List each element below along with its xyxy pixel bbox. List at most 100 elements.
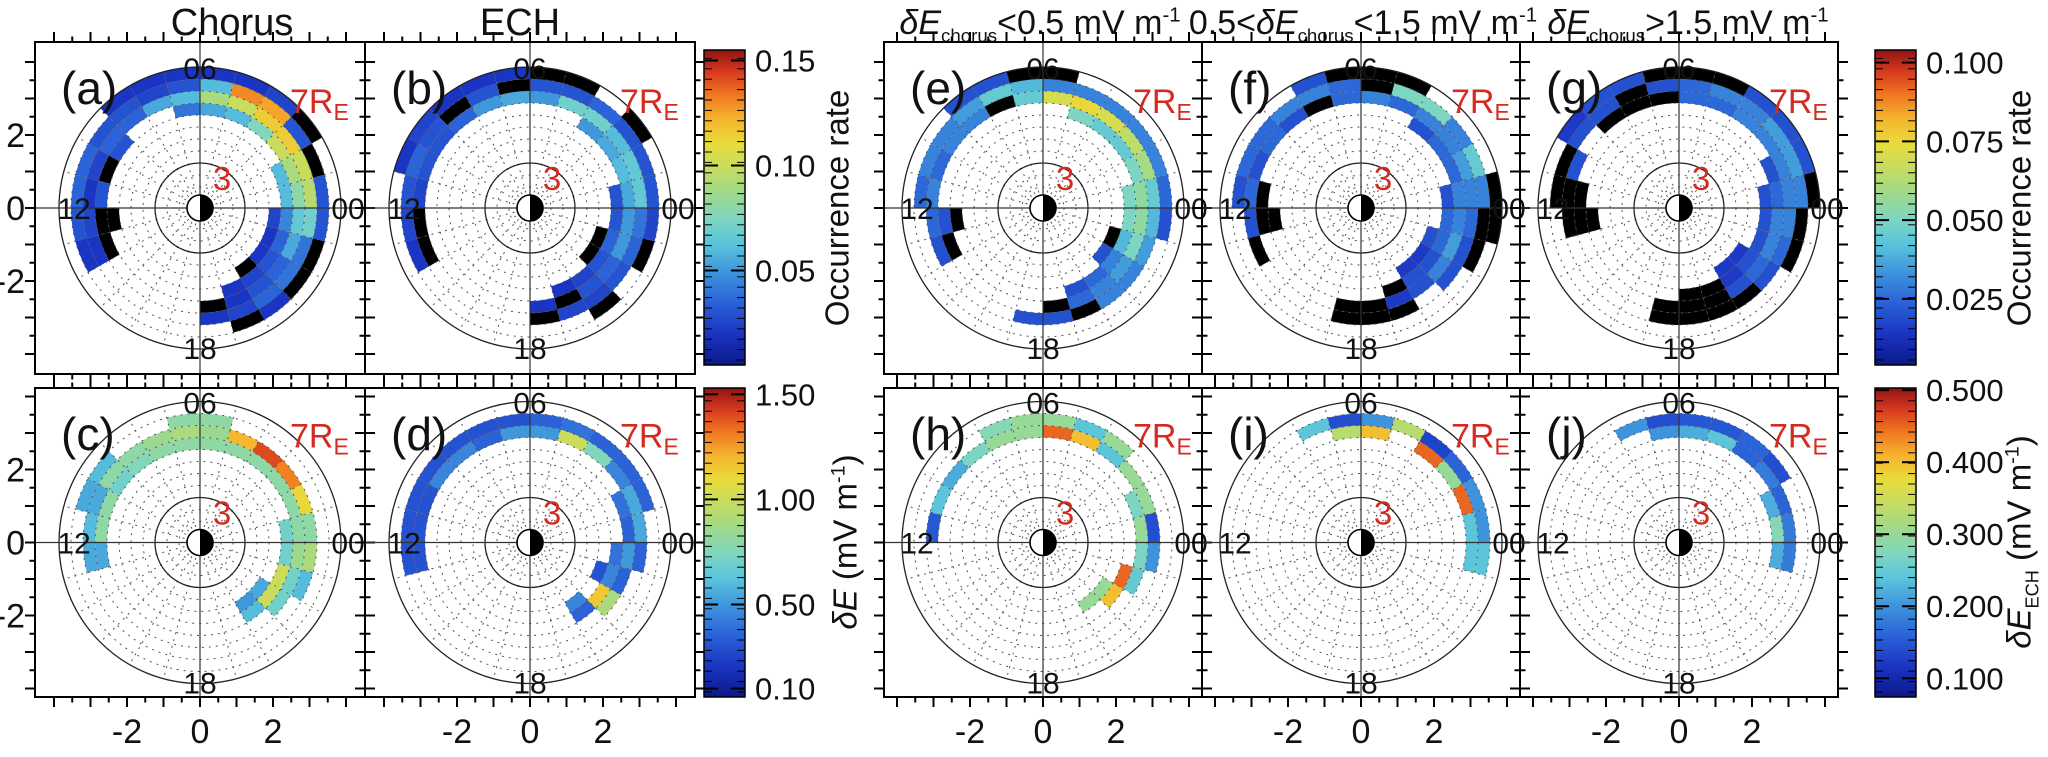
mlt-label-06: 06 [1662, 388, 1695, 421]
mlt-label-18: 18 [513, 333, 546, 366]
mlt-label-18: 18 [1662, 668, 1695, 701]
mlt-label-18: 18 [183, 668, 216, 701]
mlt-label-06: 06 [1026, 53, 1059, 86]
l7-label: 7RE [1133, 83, 1192, 125]
l7-label: 7RE [1769, 83, 1828, 125]
colorbar-tick-label: 0.100 [1926, 46, 2004, 81]
earth-icon [1029, 528, 1057, 557]
l3-label: 3 [213, 495, 231, 532]
x-tick-label: -2 [1273, 713, 1303, 751]
colorbar-tick-label: 0.50 [755, 588, 815, 623]
l3-label: 3 [1692, 160, 1710, 197]
panel-j: 06 18 12 00 3 7RE (j) -2 0 2 [1510, 378, 1848, 751]
frame-ticks [1510, 32, 1848, 384]
frame-ticks [1510, 378, 1848, 707]
delta-e-symbol: δE [1547, 4, 1589, 42]
panel-letter-j: (j) [1546, 408, 1587, 460]
colorbar-tick-label: 0.025 [1926, 282, 2004, 317]
colorbar-tick-label: 0.05 [755, 254, 815, 289]
panel-d-cells [401, 413, 655, 623]
mlt-label-00: 00 [661, 528, 694, 561]
colorbar-occurrence-left: 0.15 0.10 0.05 [703, 44, 815, 366]
mlt-label-06: 06 [1344, 53, 1377, 86]
l3-label: 3 [213, 160, 231, 197]
colorbar-tick-label: 0.200 [1926, 589, 2004, 624]
earth-icon [1665, 528, 1693, 557]
panel-g: 06 18 12 00 3 7RE (g) [1510, 32, 1848, 384]
colorbar-tick-label: 0.10 [755, 149, 815, 184]
panel-letter-h: (h) [910, 408, 966, 460]
colorbar-tick-label: 0.400 [1926, 445, 2004, 480]
l3-label: 3 [1374, 495, 1392, 532]
colorbar-dEech-right: 0.500 0.400 0.300 0.200 0.100 [1874, 373, 2004, 698]
l3-label: 3 [1056, 495, 1074, 532]
earth-icon [1665, 194, 1693, 222]
l7-label: 7RE [290, 418, 349, 460]
x-tick-label: -2 [1591, 713, 1621, 751]
colorbar-occurrence-right: 0.100 0.075 0.050 0.025 [1874, 46, 2004, 366]
colorbar-tick-label: 1.00 [755, 482, 815, 517]
mlt-label-12: 12 [387, 193, 420, 226]
panel-a: 06 18 12 00 3 7RE (a) 2 0 -2 [0, 32, 375, 384]
l3-label: 3 [543, 495, 561, 532]
l7-label: 7RE [620, 83, 679, 125]
l7-label: 7RE [290, 83, 349, 125]
colorbar-tick-label: 0.300 [1926, 517, 2004, 552]
mlt-label-00: 00 [661, 193, 694, 226]
y-tick-label: 0 [6, 190, 25, 228]
delta-e-symbol: δE [1255, 4, 1298, 42]
mlt-label-00: 00 [331, 528, 364, 561]
frame-ticks [25, 378, 375, 707]
x-tick-label: 0 [1670, 713, 1689, 751]
panel-letter-f: (f) [1228, 62, 1271, 114]
earth-icon [1347, 194, 1375, 222]
mlt-label-12: 12 [900, 193, 933, 226]
colorbar-tick-label: 1.50 [755, 377, 815, 412]
panel-letter-d: (d) [391, 408, 447, 460]
colorbar-tick-label: 0.050 [1926, 203, 2004, 238]
panel-j-cells [1614, 413, 1796, 573]
mlt-label-06: 06 [1344, 388, 1377, 421]
x-tick-label: 2 [1425, 713, 1444, 751]
mlt-label-06: 06 [1662, 53, 1695, 86]
l7-label: 7RE [1451, 418, 1510, 460]
panel-b-cells [393, 66, 659, 325]
panel-i-cells [1296, 413, 1490, 576]
panel-b: 06 18 12 00 3 7RE (b) [355, 32, 705, 384]
x-tick-label: -2 [955, 713, 985, 751]
l3-label: 3 [1692, 495, 1710, 532]
frame-ticks [355, 32, 705, 384]
panel-letter-i: (i) [1228, 408, 1269, 460]
condition-title-3: δEchorus>1.5 mV m-1 [1547, 4, 1829, 46]
panel-d: 06 18 12 00 3 7RE (d) -2 0 2 [355, 378, 705, 751]
colorbar-dE-left: 1.50 1.00 0.50 0.10 [703, 377, 815, 707]
x-tick-label: 2 [594, 713, 613, 751]
earth-icon [1029, 194, 1057, 222]
mlt-label-06: 06 [1026, 388, 1059, 421]
y-tick-label: -2 [0, 598, 25, 636]
mlt-label-18: 18 [1344, 668, 1377, 701]
panel-letter-b: (b) [391, 62, 447, 114]
panel-h-cells [926, 413, 1160, 613]
x-tick-label: 0 [191, 713, 210, 751]
mlt-label-00: 00 [1810, 528, 1843, 561]
mlt-label-18: 18 [1662, 333, 1695, 366]
panel-c: 06 18 12 00 3 7RE (c) 2 0 -2 -2 0 2 [0, 378, 375, 751]
earth-icon [516, 528, 544, 557]
panel-letter-e: (e) [910, 62, 966, 114]
mlt-label-18: 18 [183, 333, 216, 366]
l3-label: 3 [543, 160, 561, 197]
panel-e-cells [914, 66, 1172, 325]
condition-title-2: 0.5<δEchorus<1.5 mV m-1 [1188, 4, 1538, 46]
panel-c-cells [75, 413, 317, 623]
earth-icon [1347, 528, 1375, 557]
mlt-label-06: 06 [513, 388, 546, 421]
x-tick-label: 0 [1034, 713, 1053, 751]
mlt-label-12: 12 [387, 528, 420, 561]
l7-label: 7RE [620, 418, 679, 460]
mlt-label-06: 06 [513, 53, 546, 86]
